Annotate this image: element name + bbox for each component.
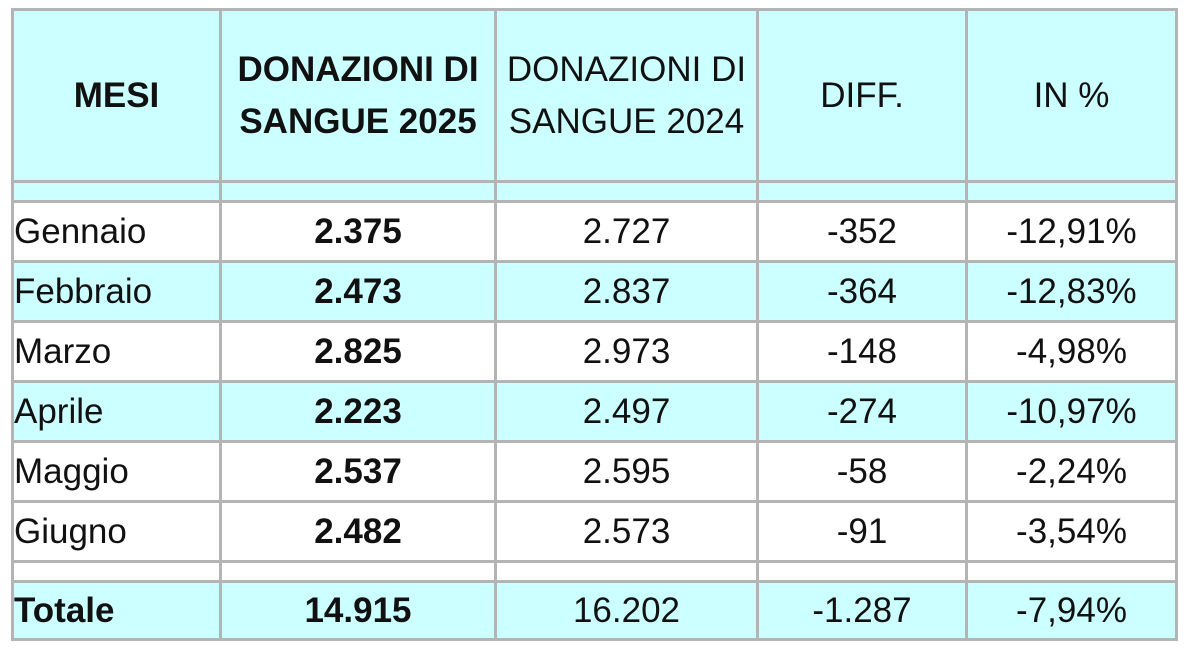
total-percent: -7,94% [965, 580, 1178, 641]
donations-table: MESI DONAZIONI DI SANGUE 2025 DONAZIONI … [11, 8, 1178, 641]
month-cell: Giugno [11, 500, 222, 563]
table-row: Marzo 2.825 2.973 -148 -4,98% [11, 320, 1178, 383]
donations-2024-cell: 2.973 [494, 320, 759, 383]
header-donations-2025-line2: SANGUE 2025 [239, 101, 477, 141]
header-percent: IN % [965, 8, 1178, 183]
header-diff: DIFF. [756, 8, 968, 183]
total-donations-2024: 16.202 [494, 580, 759, 641]
spacer-row [11, 180, 1178, 203]
diff-cell: -352 [756, 200, 968, 263]
donations-2024-cell: 2.497 [494, 380, 759, 443]
diff-cell: -148 [756, 320, 968, 383]
total-label: Totale [11, 580, 222, 641]
month-cell: Aprile [11, 380, 222, 443]
total-donations-2025: 14.915 [219, 580, 497, 641]
donations-2024-cell: 2.573 [494, 500, 759, 563]
table-row: Maggio 2.537 2.595 -58 -2,24% [11, 440, 1178, 503]
donations-2025-cell: 2.482 [219, 500, 497, 563]
total-row: Totale 14.915 16.202 -1.287 -7,94% [11, 580, 1178, 641]
table-row: Gennaio 2.375 2.727 -352 -12,91% [11, 200, 1178, 263]
percent-cell: -4,98% [965, 320, 1178, 383]
header-donations-2025-line1: DONAZIONI DI [237, 49, 479, 89]
header-donations-2024-line2: SANGUE 2024 [508, 101, 745, 141]
percent-cell: -3,54% [965, 500, 1178, 563]
donations-2024-cell: 2.595 [494, 440, 759, 503]
spacer-row [11, 560, 1178, 583]
percent-cell: -10,97% [965, 380, 1178, 443]
diff-cell: -364 [756, 260, 968, 323]
total-diff: -1.287 [756, 580, 968, 641]
table-row: Aprile 2.223 2.497 -274 -10,97% [11, 380, 1178, 443]
header-donations-2024-line1: DONAZIONI DI [506, 49, 747, 89]
table-row: Febbraio 2.473 2.837 -364 -12,83% [11, 260, 1178, 323]
table-row: Giugno 2.482 2.573 -91 -3,54% [11, 500, 1178, 563]
month-cell: Marzo [11, 320, 222, 383]
donations-2025-cell: 2.223 [219, 380, 497, 443]
donations-2025-cell: 2.537 [219, 440, 497, 503]
diff-cell: -58 [756, 440, 968, 503]
month-cell: Gennaio [11, 200, 222, 263]
percent-cell: -12,83% [965, 260, 1178, 323]
donations-2024-cell: 2.837 [494, 260, 759, 323]
month-cell: Maggio [11, 440, 222, 503]
percent-cell: -12,91% [965, 200, 1178, 263]
donations-2025-cell: 2.473 [219, 260, 497, 323]
diff-cell: -274 [756, 380, 968, 443]
header-donations-2025: DONAZIONI DI SANGUE 2025 [219, 8, 497, 183]
donations-2025-cell: 2.375 [219, 200, 497, 263]
month-cell: Febbraio [11, 260, 222, 323]
header-row: MESI DONAZIONI DI SANGUE 2025 DONAZIONI … [11, 8, 1178, 183]
header-donations-2024: DONAZIONI DI SANGUE 2024 [494, 8, 759, 183]
donations-2024-cell: 2.727 [494, 200, 759, 263]
diff-cell: -91 [756, 500, 968, 563]
header-months: MESI [11, 8, 222, 183]
donations-2025-cell: 2.825 [219, 320, 497, 383]
percent-cell: -2,24% [965, 440, 1178, 503]
